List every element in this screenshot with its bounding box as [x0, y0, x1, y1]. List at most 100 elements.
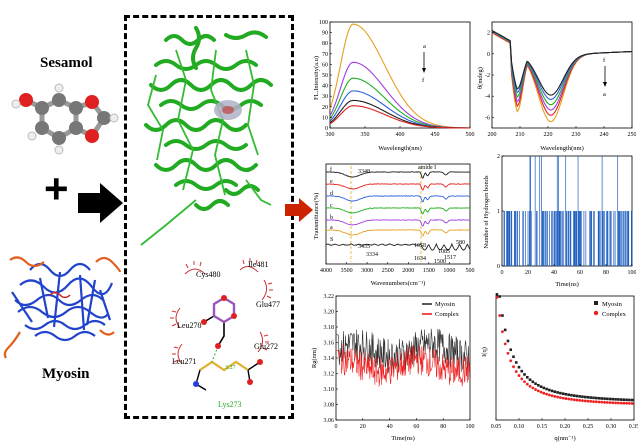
ftir-series-5 [326, 229, 471, 237]
cd-xtick-label: 250 [628, 132, 637, 138]
saxs-point-complex [603, 400, 606, 404]
saxs-point-complex [534, 388, 537, 391]
saxs-point-myosin [509, 348, 513, 352]
ftir-xtick-label: 2500 [382, 268, 394, 274]
ftir-curve-label: c [330, 203, 333, 209]
fl-ytick-label: 40 [322, 84, 328, 90]
saxs-point-complex [597, 400, 601, 404]
fl-ytick-label: 30 [322, 94, 328, 100]
residue-glu477: Glu477 [256, 300, 280, 309]
ftir-xtick-label: 1500 [423, 268, 435, 274]
hbond-xtick-label: 40 [551, 270, 557, 276]
saxs-point-complex [567, 397, 571, 401]
fl-arrow-label-a: a [423, 43, 426, 50]
saxs-point-myosin [611, 397, 615, 401]
rg-ytick-label: 3.22 [324, 294, 335, 300]
ftir-peak-3348: 3348 [358, 169, 370, 175]
fl-series-1 [329, 61, 470, 129]
ftir-peak-580: 580 [456, 240, 465, 246]
saxs-point-complex [586, 399, 590, 403]
cd-xtick-label: 210 [516, 132, 525, 138]
saxs-point-complex [525, 382, 529, 386]
saxs-point-myosin [630, 398, 634, 402]
saxs-point-complex [575, 398, 579, 402]
cd-xtick-label: 240 [600, 132, 609, 138]
rg-legend-complex: Complex [435, 311, 460, 318]
saxs-point-myosin [539, 385, 543, 388]
residue-leu270: Leu270 [177, 321, 202, 330]
saxs-point-complex [528, 384, 532, 388]
saxs-point-complex [583, 399, 587, 403]
cd-xtick-label: 220 [544, 132, 553, 138]
saxs-point-myosin [592, 396, 595, 400]
ftir-series-4 [325, 219, 471, 227]
fl-xtick-label: 350 [361, 132, 370, 138]
saxs-point-myosin [586, 396, 590, 399]
saxs-xtick-label: 0.35 [629, 424, 638, 430]
saxs-point-complex [605, 401, 609, 404]
saxs-point-complex [616, 401, 620, 405]
cd-ytick-label: -6 [485, 115, 490, 121]
saxs-point-complex [506, 351, 510, 355]
hbond-xtick-label: 100 [628, 270, 637, 276]
fl-series-5 [329, 105, 470, 129]
ftir-chart: 4000 3500 3000 2500 2000 1500 1000 500 fedcbaS … [313, 163, 475, 287]
cd-ytick-label: 2 [487, 31, 490, 37]
saxs-point-complex [536, 389, 540, 393]
hbond-ylabel: Number of Hydrogen bonds [483, 175, 490, 249]
saxs-point-complex [514, 370, 518, 373]
saxs-point-myosin [583, 395, 587, 399]
saxs-point-myosin [517, 365, 521, 369]
saxs-point-myosin [570, 393, 573, 397]
cd-chart: 2 0 -2 -4 -6 200 210 220 230 240 250 θ(mdeg) Wave… [477, 21, 637, 152]
rg-legend: Myosin Complex [422, 301, 460, 318]
ftir-peak-1517: 1517 [444, 255, 456, 261]
saxs-point-myosin [556, 391, 559, 394]
saxs-point-myosin [606, 397, 609, 401]
saxs-point-myosin [589, 396, 593, 399]
fl-arrow-label-f: f [422, 77, 425, 84]
rg-ytick-label: 3.12 [324, 372, 335, 378]
fl-ytick-label: 50 [322, 73, 328, 79]
saxs-point-complex [594, 400, 598, 404]
cd-arrow-label-f: f [603, 57, 606, 64]
ftir-curve-label: b [330, 215, 333, 221]
hbond-xtick-label: 80 [603, 270, 609, 276]
fl-ytick-label: 90 [322, 31, 328, 37]
saxs-point-myosin [561, 392, 565, 396]
ftir-xtick-label: 4000 [320, 268, 332, 274]
saxs-point-myosin [628, 398, 631, 402]
hbond-distance: 3.27 [225, 365, 236, 371]
rg-series-1 [336, 344, 470, 387]
rg-xtick-label: 0 [335, 424, 338, 430]
right-arrow-black [78, 183, 123, 223]
ftir-peak-1085: 1085 [438, 249, 450, 255]
fl-series-0 [329, 23, 470, 129]
residue-leu271: Leu271 [172, 357, 197, 366]
saxs-point-complex [495, 296, 499, 299]
ftir-series-0 [326, 171, 470, 179]
fl-ylabel: FL.Intensity(a.u) [313, 56, 320, 100]
interaction-diagram [170, 258, 273, 391]
saxs-point-complex [578, 398, 582, 402]
docked-complex-image [140, 26, 273, 246]
saxs-point-complex [539, 390, 543, 394]
hbond-ytick-label: 2 [497, 154, 500, 160]
saxs-point-myosin [545, 387, 548, 391]
ftir-xtick-label: 3500 [341, 268, 353, 274]
saxs-xtick-label: 0.05 [491, 424, 502, 430]
fl-xtick-label: 450 [431, 132, 440, 138]
saxs-point-myosin [617, 398, 620, 401]
saxs-point-complex [614, 401, 617, 405]
fl-ytick-label: 70 [322, 52, 328, 58]
sesamol-molecule-image [11, 83, 119, 155]
ftir-peak-3435: 3435 [358, 244, 370, 250]
saxs-point-myosin [600, 397, 604, 400]
saxs-xtick-label: 0.30 [606, 424, 617, 430]
myosin-label: Myosin [42, 366, 90, 382]
saxs-point-complex [517, 374, 521, 377]
saxs-xtick-label: 0.25 [583, 424, 594, 430]
saxs-point-myosin [520, 369, 524, 373]
rg-xtick-label: 100 [466, 424, 475, 430]
sesamol-label: Sesamol [40, 55, 93, 71]
